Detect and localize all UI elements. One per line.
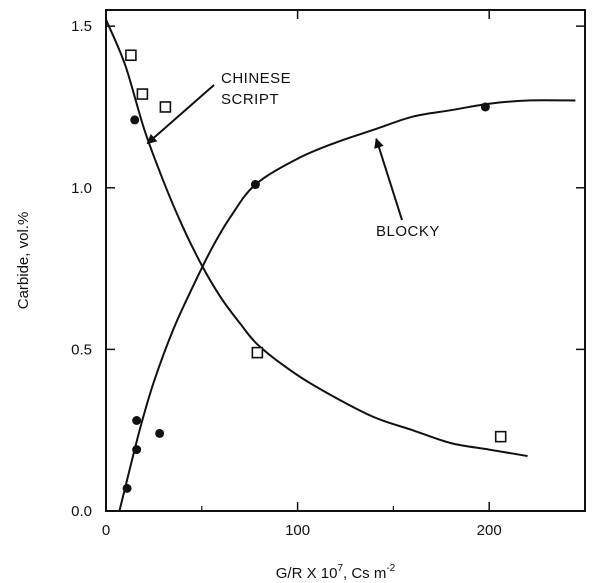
data-point-filled-circle <box>155 428 165 438</box>
data-point-filled-circle <box>480 102 490 112</box>
y-axis-title: Carbide, vol.% <box>15 212 32 310</box>
series-curve-blocky <box>118 99 576 512</box>
annotation-blocky-arrow <box>374 137 403 221</box>
data-point-filled-circle <box>250 180 260 190</box>
y-tick-label: 1.0 <box>71 180 92 197</box>
data-point-filled-circle <box>122 483 132 493</box>
data-point-filled-circle <box>132 415 142 425</box>
annotation-chinese-script-label: SCRIPT <box>221 91 279 108</box>
data-point-open-square <box>251 346 264 359</box>
y-tick-label: 0.0 <box>71 503 92 520</box>
x-axis-title: G/R X 107, Cs m-2 <box>276 563 396 582</box>
data-points <box>122 49 507 493</box>
x-tick-label: 200 <box>477 522 502 539</box>
axes: 0 100 200 0.0 0.5 1.0 1.5 Carbide, vol.% G/R X 1… <box>15 9 586 582</box>
data-point-open-square <box>494 430 507 443</box>
x-axis-title-units: , Cs m <box>343 565 386 582</box>
data-point-open-square <box>125 49 137 62</box>
x-axis-title-units-exp: -2 <box>386 563 395 574</box>
annotation-chinese-script-arrow <box>146 84 215 145</box>
y-tick-label: 0.5 <box>71 341 92 358</box>
x-tick-label: 100 <box>285 522 310 539</box>
plot-frame <box>105 9 586 512</box>
data-point-open-square <box>136 88 149 100</box>
data-point-open-square <box>159 101 172 113</box>
series-curve-chinese-script <box>105 19 528 458</box>
data-point-filled-circle <box>130 115 140 125</box>
x-tick-label: 0 <box>102 522 110 539</box>
annotation-chinese-script-label: CHINESE <box>221 70 291 87</box>
x-axis-title-exp: 7 <box>337 563 343 574</box>
data-point-filled-circle <box>132 445 142 455</box>
annotation-blocky-label: BLOCKY <box>376 223 440 240</box>
y-tick-label: 1.5 <box>71 18 92 35</box>
x-axis-title-main: G/R X 10 <box>276 565 338 582</box>
annotations: CHINESE SCRIPT BLOCKY <box>146 70 440 240</box>
